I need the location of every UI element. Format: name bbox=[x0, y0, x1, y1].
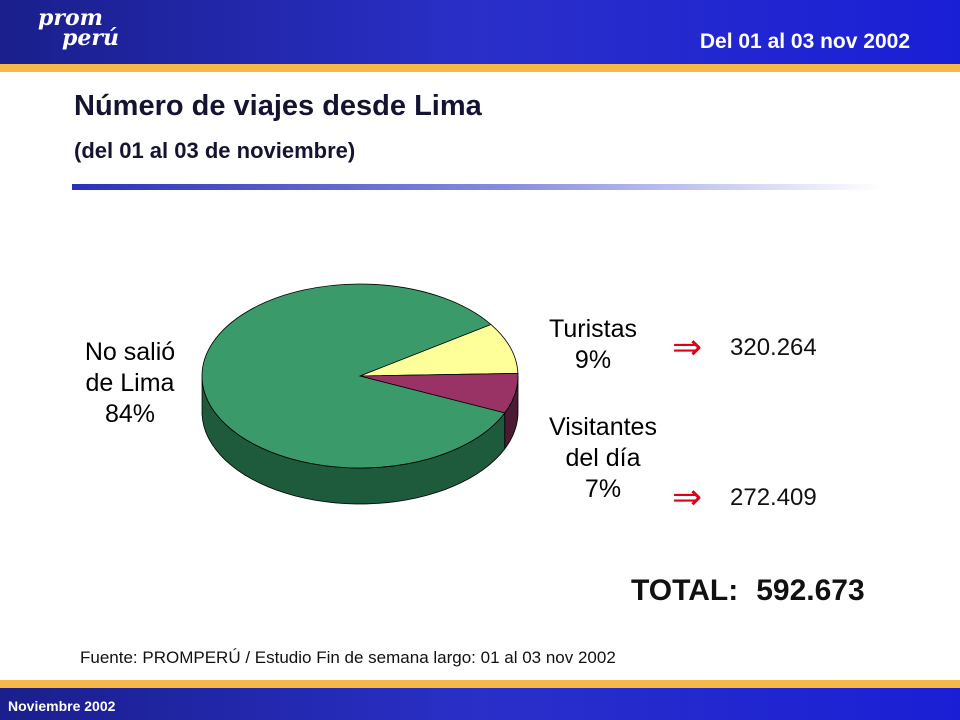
logo-line-1: prom bbox=[38, 5, 103, 31]
label-turistas-line-1: Turistas bbox=[549, 315, 637, 343]
header-stripe bbox=[0, 64, 960, 72]
label-visitantes-line-3: 7% bbox=[584, 475, 622, 503]
header-date-range: Del 01 al 03 nov 2002 bbox=[699, 30, 910, 53]
label-visitantes: Visitantes del día 7% bbox=[533, 412, 673, 505]
title-divider bbox=[72, 184, 882, 190]
total-value: 592.673 bbox=[756, 574, 865, 607]
footer-date: Noviembre 2002 bbox=[8, 698, 116, 714]
pie-slice-2 bbox=[359, 373, 519, 414]
promperu-logo: prom perú bbox=[38, 5, 119, 51]
arrow-right-icon: ⇒ bbox=[672, 477, 703, 518]
label-visitantes-line-1: Visitantes bbox=[549, 413, 657, 441]
label-no-salio-line-3: 84% bbox=[104, 400, 156, 428]
logo-line-2: perú bbox=[62, 25, 119, 51]
label-no-salio: No salió de Lima 84% bbox=[70, 337, 190, 430]
page-title: Número de viajes desde Lima bbox=[74, 90, 482, 122]
value-visitantes: 272.409 bbox=[730, 484, 817, 511]
label-turistas: Turistas 9% bbox=[528, 314, 658, 376]
pie-slice-0 bbox=[201, 283, 506, 469]
total-label: TOTAL: bbox=[631, 574, 739, 607]
source-note: Fuente: PROMPERÚ / Estudio Fin de semana… bbox=[80, 648, 616, 667]
label-visitantes-line-2: del día bbox=[565, 444, 641, 472]
header-bar: prom perú Del 01 al 03 nov 2002 bbox=[0, 0, 960, 64]
label-no-salio-line-1: No salió bbox=[84, 338, 176, 366]
footer-bar: Noviembre 2002 bbox=[0, 688, 960, 720]
footer-stripe bbox=[0, 680, 960, 688]
page-subtitle: (del 01 al 03 de noviembre) bbox=[74, 138, 356, 163]
pie-slice-1 bbox=[359, 324, 519, 377]
total-summary: TOTAL: 592.673 bbox=[631, 574, 865, 608]
label-no-salio-line-2: de Lima bbox=[85, 369, 175, 397]
label-turistas-line-2: 9% bbox=[574, 346, 612, 374]
arrow-right-icon: ⇒ bbox=[672, 327, 703, 368]
value-turistas: 320.264 bbox=[730, 334, 817, 361]
